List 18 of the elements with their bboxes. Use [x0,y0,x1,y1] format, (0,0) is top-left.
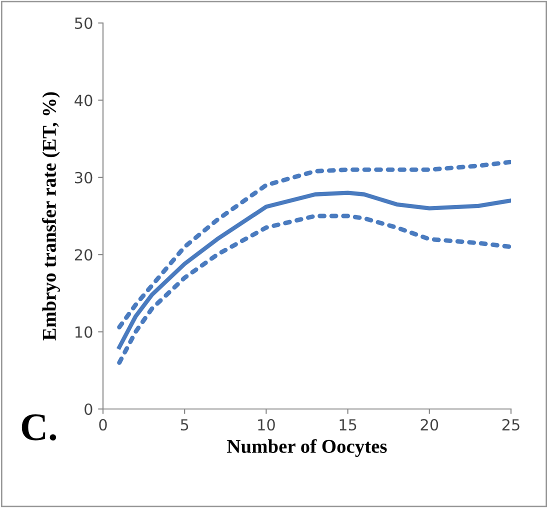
x-axis-title: Number of Oocytes [227,439,387,457]
y-tick-label: 20 [74,249,92,261]
x-tick-label: 0 [99,418,107,431]
x-tick-label: 10 [258,418,275,431]
text: C. [22,414,56,441]
y-tick-label: 40 [74,94,92,106]
x-tick-label: 20 [420,418,438,431]
x-tick-label: 15 [340,419,356,431]
line-series [117,190,511,350]
line-series [117,214,511,365]
y-tick-label: 0 [84,403,92,416]
y-axis-title: Embryo transfer rate (ET, %) [42,92,60,340]
y-tick-label: 50 [75,17,92,30]
y-tick-label: 30 [75,172,92,184]
y-tick-label: 10 [76,326,92,338]
line-series [117,160,511,330]
x-tick-label: 25 [502,418,520,431]
x-tick-label: 5 [180,419,188,431]
